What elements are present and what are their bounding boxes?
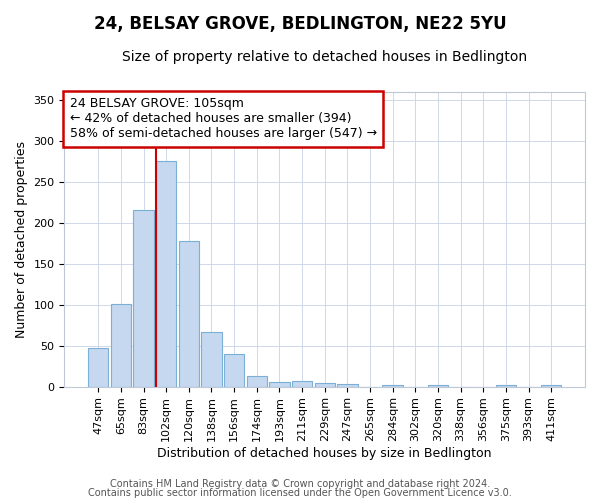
Bar	[133, 210, 154, 386]
Bar	[292, 381, 312, 386]
Text: 24 BELSAY GROVE: 105sqm
← 42% of detached houses are smaller (394)
58% of semi-d: 24 BELSAY GROVE: 105sqm ← 42% of detache…	[70, 98, 377, 140]
Title: Size of property relative to detached houses in Bedlington: Size of property relative to detached ho…	[122, 50, 527, 64]
Y-axis label: Number of detached properties: Number of detached properties	[15, 140, 28, 338]
Bar	[201, 332, 221, 386]
Bar	[156, 161, 176, 386]
Text: Contains HM Land Registry data © Crown copyright and database right 2024.: Contains HM Land Registry data © Crown c…	[110, 479, 490, 489]
Bar	[247, 376, 267, 386]
Bar	[314, 384, 335, 386]
Bar	[269, 382, 290, 386]
Bar	[88, 348, 109, 387]
Text: 24, BELSAY GROVE, BEDLINGTON, NE22 5YU: 24, BELSAY GROVE, BEDLINGTON, NE22 5YU	[94, 15, 506, 33]
Text: Contains public sector information licensed under the Open Government Licence v3: Contains public sector information licen…	[88, 488, 512, 498]
Bar	[428, 385, 448, 386]
Bar	[111, 304, 131, 386]
Bar	[179, 240, 199, 386]
Bar	[541, 385, 562, 386]
Bar	[224, 354, 244, 386]
X-axis label: Distribution of detached houses by size in Bedlington: Distribution of detached houses by size …	[157, 447, 492, 460]
Bar	[496, 385, 516, 386]
Bar	[337, 384, 358, 386]
Bar	[382, 385, 403, 386]
